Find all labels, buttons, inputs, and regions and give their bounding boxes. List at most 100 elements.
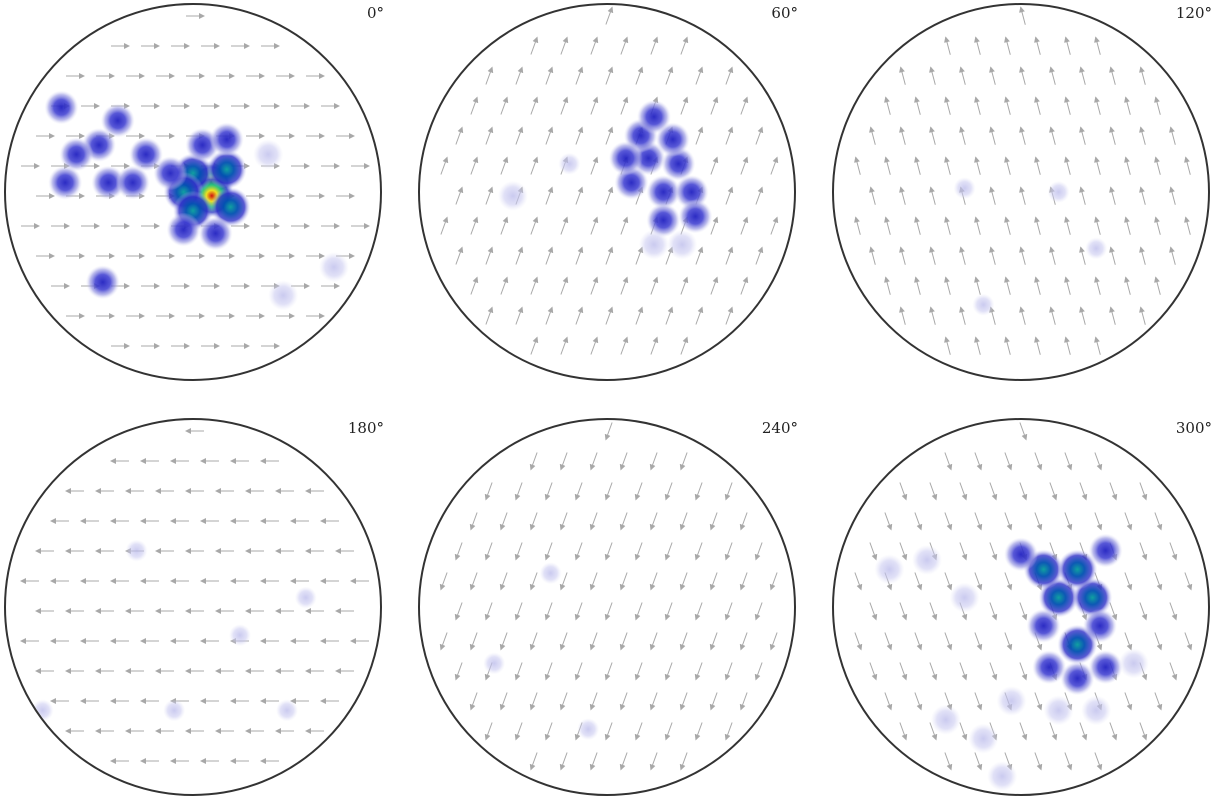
density-cluster <box>558 152 581 175</box>
direction-arrow <box>1079 482 1088 501</box>
direction-arrow <box>544 542 553 561</box>
direction-arrow <box>959 482 968 501</box>
direction-arrow <box>649 512 658 531</box>
density-cluster <box>100 103 135 138</box>
direction-arrow <box>1109 66 1116 85</box>
direction-arrow <box>1019 482 1028 501</box>
direction-arrow <box>620 276 629 295</box>
direction-arrow <box>545 66 554 85</box>
direction-arrow <box>470 156 479 175</box>
direction-arrow <box>1109 722 1118 741</box>
direction-arrow <box>515 246 524 265</box>
direction-arrow <box>854 156 861 175</box>
direction-arrow <box>1004 96 1011 115</box>
direction-arrow <box>1094 216 1101 235</box>
density-cluster <box>209 122 244 157</box>
direction-arrow <box>1124 276 1131 295</box>
direction-arrow <box>989 542 998 561</box>
direction-arrow <box>1139 246 1146 265</box>
direction-arrow <box>1064 36 1071 55</box>
direction-arrow <box>1184 632 1193 651</box>
direction-arrow <box>560 36 569 55</box>
direction-arrow <box>739 512 748 531</box>
direction-arrow <box>1079 306 1086 325</box>
direction-arrow <box>739 692 748 711</box>
direction-arrow <box>989 246 996 265</box>
direction-arrow <box>869 542 878 561</box>
density-cluster <box>637 99 671 134</box>
pole-figure-panel: 0° <box>4 3 384 381</box>
direction-arrow <box>529 752 538 771</box>
disc-outline <box>4 3 382 381</box>
direction-arrow <box>634 602 643 621</box>
disc-outline <box>4 418 382 796</box>
direction-arrow <box>604 602 613 621</box>
density-cluster <box>319 252 349 283</box>
direction-arrow <box>514 482 523 501</box>
direction-arrow <box>545 246 554 265</box>
density-cluster <box>1026 608 1061 643</box>
direction-arrow <box>575 66 584 85</box>
density-cluster <box>1047 181 1070 203</box>
direction-arrow <box>710 96 719 115</box>
direction-arrow <box>455 186 464 205</box>
direction-arrow <box>1034 276 1041 295</box>
density-cluster <box>59 137 94 172</box>
direction-arrow <box>1049 722 1058 741</box>
direction-arrow <box>1034 216 1041 235</box>
direction-arrow <box>485 186 494 205</box>
direction-arrow <box>695 246 704 265</box>
direction-arrow <box>664 482 673 501</box>
direction-arrow <box>1109 602 1118 621</box>
direction-arrow <box>514 722 523 741</box>
direction-arrow <box>1034 692 1043 711</box>
direction-arrow <box>649 632 658 651</box>
direction-arrow <box>484 482 493 501</box>
direction-arrow <box>755 246 764 265</box>
density-cluster <box>198 216 233 251</box>
direction-arrow <box>739 632 748 651</box>
direction-arrow <box>619 632 628 651</box>
direction-arrow <box>1139 306 1146 325</box>
direction-arrow <box>1004 512 1013 531</box>
direction-arrow <box>1004 452 1013 471</box>
direction-arrow <box>1139 482 1148 501</box>
density-cluster <box>498 180 528 211</box>
direction-arrow <box>514 602 523 621</box>
direction-arrow <box>914 572 923 591</box>
direction-arrow <box>679 572 688 591</box>
direction-arrow <box>544 662 553 681</box>
direction-arrow <box>959 542 968 561</box>
direction-arrow <box>1034 96 1041 115</box>
direction-arrow <box>1094 336 1101 355</box>
density-cluster <box>1083 608 1117 643</box>
direction-arrow <box>1019 722 1028 741</box>
direction-arrow <box>469 632 478 651</box>
direction-arrow <box>545 126 554 145</box>
direction-arrow <box>854 216 861 235</box>
direction-arrow <box>1004 572 1013 591</box>
direction-arrow <box>530 336 539 355</box>
density-cluster <box>85 265 120 300</box>
pole-figure-panel: 300° <box>832 418 1212 796</box>
direction-arrow <box>944 96 951 115</box>
direction-arrow <box>529 692 538 711</box>
direction-arrow <box>710 276 719 295</box>
direction-arrow <box>649 572 658 591</box>
density-cluster <box>1043 695 1074 726</box>
direction-arrow <box>470 276 479 295</box>
direction-arrow <box>929 186 936 205</box>
direction-arrow <box>709 572 718 591</box>
direction-arrow <box>709 512 718 531</box>
direction-arrow <box>1019 6 1026 25</box>
direction-arrow <box>1139 126 1146 145</box>
direction-arrow <box>1049 306 1056 325</box>
direction-arrow <box>884 692 893 711</box>
density-cluster <box>1004 537 1038 572</box>
direction-arrow <box>1139 602 1148 621</box>
direction-arrow <box>1169 186 1176 205</box>
direction-arrow <box>770 216 779 235</box>
direction-arrow <box>944 36 951 55</box>
direction-arrow <box>899 482 908 501</box>
direction-arrow <box>530 156 539 175</box>
